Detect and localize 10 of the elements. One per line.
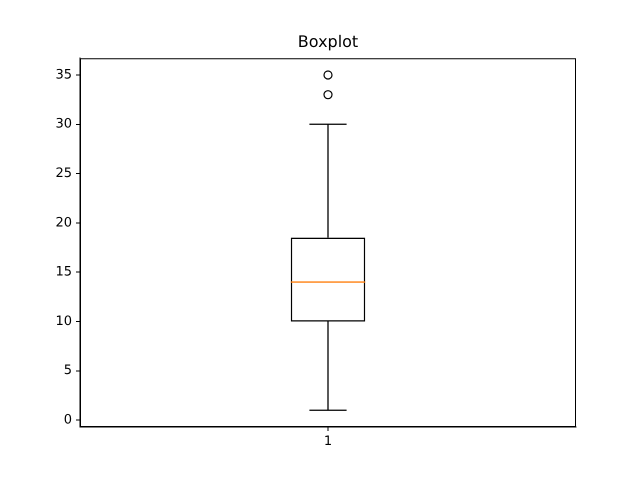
- y-tick-label: 35: [55, 67, 72, 82]
- y-tick-label: 10: [55, 314, 72, 329]
- y-tick-label: 25: [55, 166, 72, 181]
- y-tick-label: 15: [55, 264, 72, 280]
- y-tick-label: 20: [55, 215, 72, 230]
- y-tick-label: 5: [64, 363, 72, 378]
- x-tick-label: 1: [324, 434, 332, 450]
- y-tick-label: 30: [55, 116, 72, 132]
- chart-title: Boxplot: [298, 32, 358, 51]
- y-tick-label: 0: [64, 412, 72, 428]
